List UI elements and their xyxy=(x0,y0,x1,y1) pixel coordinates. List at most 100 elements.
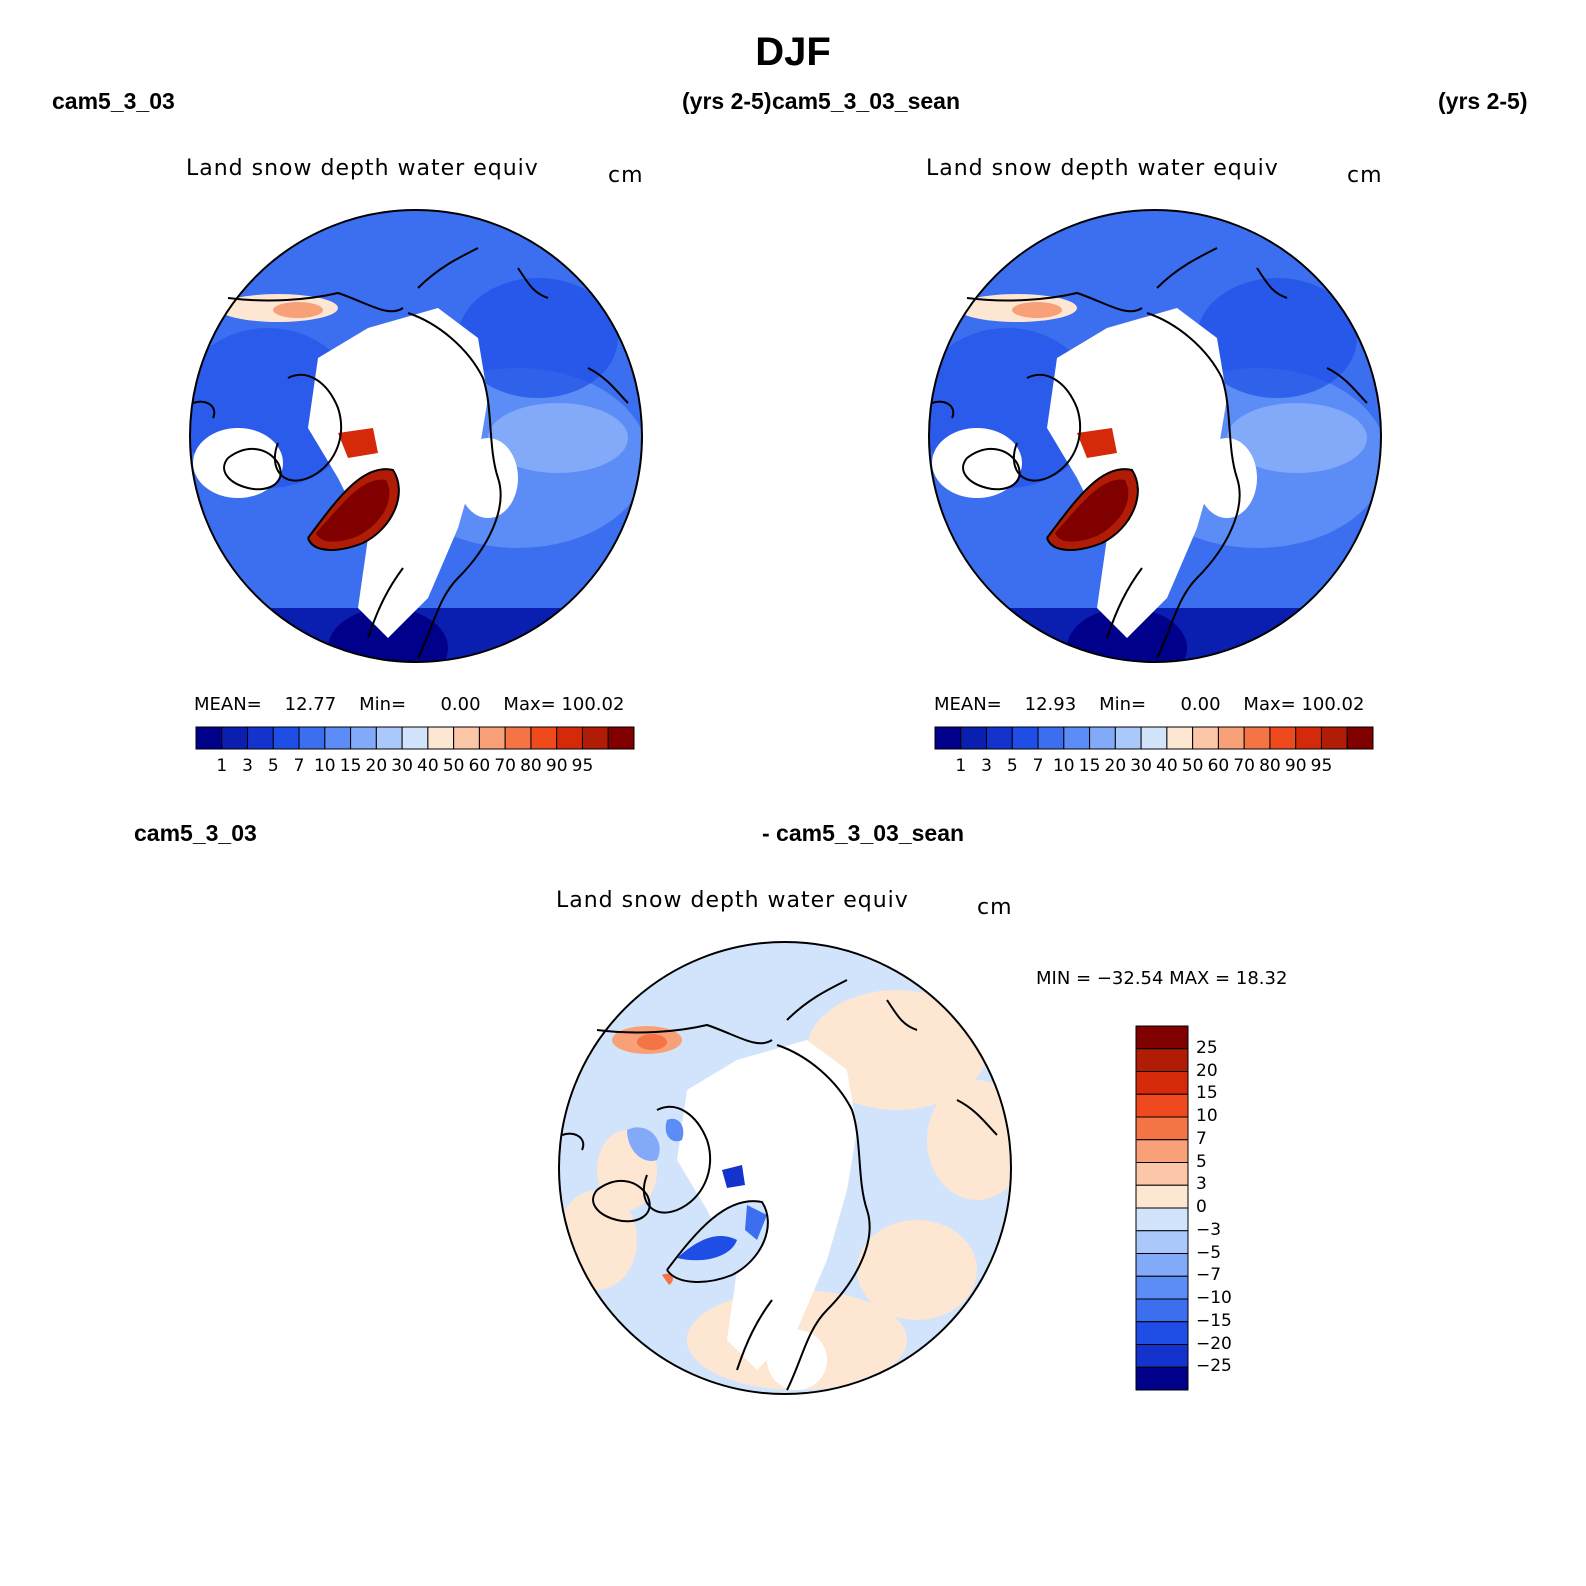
panel2-min-label: Min= xyxy=(1099,694,1147,715)
panel2-colorbar-tick-label: 3 xyxy=(981,756,992,776)
panel1-colorbar-tick-label: 60 xyxy=(468,756,491,776)
panel2-colorbar-swatch xyxy=(1243,726,1271,750)
panel3-colorbar-swatch xyxy=(1135,1162,1189,1186)
panel3-colorbar-swatch xyxy=(1135,1184,1189,1209)
panel1-colorbar-swatch xyxy=(247,726,274,750)
panel3-colorbar-swatch xyxy=(1135,1093,1189,1118)
panel3-colorbar-swatch xyxy=(1135,1048,1189,1072)
panel2-colorbar-swatch xyxy=(1217,726,1245,750)
panel3-colorbar-swatch xyxy=(1135,1071,1189,1095)
panel2-years: (yrs 2-5) xyxy=(1438,88,1528,114)
panel3-colorbar-tick-label: 10 xyxy=(1196,1106,1218,1126)
panel3-colorbar-tick-label: 15 xyxy=(1196,1083,1218,1104)
panel1-min-value: 0.00 xyxy=(440,694,481,715)
panel1-colorbar-swatch xyxy=(504,726,532,750)
figure-title: DJF xyxy=(755,30,831,74)
panel1-colorbar-tick-label: 95 xyxy=(571,756,594,776)
panel1-colorbar-swatch xyxy=(298,726,326,750)
panel2-colorbar-swatch xyxy=(1140,726,1168,750)
panel1-mean-label: MEAN= xyxy=(194,694,262,715)
panel1-colorbar-swatch xyxy=(556,726,583,750)
panel3-colorbar-swatch xyxy=(1135,1207,1189,1232)
panel2-colorbar-tick-label: 20 xyxy=(1104,756,1127,776)
panel2-max-value: 100.02 xyxy=(1301,694,1365,715)
panel1-stats: MEAN= 12.77 Min= 0.00 Max= 100.02 xyxy=(194,694,624,715)
panel2-colorbar-tick-label: 90 xyxy=(1284,756,1307,776)
panel1-colorbar-swatch xyxy=(607,726,635,750)
panel2-colorbar-tick-label: 70 xyxy=(1233,756,1255,776)
panel3-polar-map xyxy=(558,941,1012,1395)
panel3-colorbar-ticks: 25 20 15 10 7 5 3 0 −3 −5 −7 −10 −15 −20 −25 xyxy=(1196,1026,1276,1390)
panel2-colorbar-swatch xyxy=(1192,726,1219,750)
panel2-colorbar-tick-label: 60 xyxy=(1207,756,1230,776)
panel1-colorbar-tick-label: 1 xyxy=(216,756,228,776)
panel2-field-title: Land snow depth water equiv xyxy=(926,156,1279,181)
panel2-colorbar-swatch xyxy=(986,726,1013,750)
panel1-colorbar-swatch xyxy=(453,726,480,750)
panel1-max-value: 100.02 xyxy=(561,694,625,715)
panel3-colorbar-tick-label: 5 xyxy=(1196,1151,1207,1172)
panel2-colorbar-swatch xyxy=(960,726,988,750)
panel2-colorbar-swatch xyxy=(1269,726,1297,750)
panel2-colorbar-ticks: 1 3 5 7 10 15 20 30 40 50 60 70 80 90 95 xyxy=(935,756,1373,778)
panel3-colorbar-tick-label: 0 xyxy=(1196,1197,1207,1217)
panel2-stats: MEAN= 12.93 Min= 0.00 Max= 100.02 xyxy=(934,694,1364,715)
panel1-mean-value: 12.77 xyxy=(284,694,337,715)
panel3-minmax: MIN = −32.54 MAX = 18.32 xyxy=(1036,968,1288,989)
panel1-colorbar-swatch xyxy=(375,726,403,750)
panel2-colorbar-swatch xyxy=(1320,726,1348,750)
panel2-colorbar-swatch xyxy=(1114,726,1142,750)
panel2-colorbar-tick-label: 50 xyxy=(1181,756,1204,776)
panel1-colorbar-swatch xyxy=(530,726,558,750)
panel1-min-label: Min= xyxy=(359,694,407,715)
panel1-colorbar-swatch xyxy=(427,726,455,750)
panel2-colorbar-swatch xyxy=(1346,726,1374,750)
panel1-colorbar-tick-label: 70 xyxy=(494,756,516,776)
panel1-case-name: cam5_3_03 xyxy=(52,88,175,114)
panel3-colorbar-tick-label: 3 xyxy=(1196,1174,1207,1195)
panel2-colorbar-swatch xyxy=(1295,726,1322,750)
panel1-colorbar-tick-label: 40 xyxy=(417,756,439,776)
panel2-polar-map xyxy=(928,209,1382,663)
panel1-colorbar-swatch xyxy=(324,726,352,750)
panel1-colorbar-swatch xyxy=(581,726,609,750)
panel1-colorbar-ticks: 1 3 5 7 10 15 20 30 40 50 60 70 80 90 95 xyxy=(196,756,634,778)
panel2-colorbar-tick-label: 1 xyxy=(955,756,967,776)
panel2-colorbar xyxy=(934,726,1374,750)
panel1-max-label: Max= xyxy=(503,694,556,715)
panel3-field-title: Land snow depth water equiv xyxy=(556,888,909,913)
panel1-colorbar-tick-label: 50 xyxy=(442,756,465,776)
panel1-colorbar-tick-label: 90 xyxy=(545,756,568,776)
panel3-colorbar-tick-label: −10 xyxy=(1196,1288,1232,1308)
panel3-colorbar-swatch xyxy=(1135,1298,1189,1323)
panel1-units: cm xyxy=(608,163,644,188)
panel1-colorbar-tick-label: 80 xyxy=(520,756,542,776)
panel3-colorbar-swatch xyxy=(1135,1116,1189,1141)
panel1-colorbar-tick-label: 7 xyxy=(293,756,305,776)
panel1-colorbar-swatch xyxy=(350,726,377,750)
panel2-colorbar-tick-label: 10 xyxy=(1052,756,1075,776)
panel3-colorbar-tick-label: 7 xyxy=(1196,1128,1207,1149)
panel3-colorbar-swatch xyxy=(1135,1275,1189,1300)
panel1-colorbar-tick-label: 5 xyxy=(267,756,279,776)
panel2-colorbar-tick-label: 7 xyxy=(1032,756,1044,776)
panel3-colorbar-tick-label: 25 xyxy=(1196,1037,1218,1058)
panel2-colorbar-tick-label: 30 xyxy=(1130,756,1152,776)
panel3-colorbar-swatch xyxy=(1135,1230,1189,1254)
panel3-colorbar-tick-label: −20 xyxy=(1196,1333,1232,1354)
panel3-colorbar-tick-label: −7 xyxy=(1196,1265,1222,1286)
panel2-mean-label: MEAN= xyxy=(934,694,1002,715)
panel2-colorbar-swatch xyxy=(1011,726,1039,750)
panel3-minus-case: - cam5_3_03_sean xyxy=(762,820,965,846)
panel2-max-label: Max= xyxy=(1243,694,1296,715)
panel1-colorbar-tick-label: 10 xyxy=(313,756,336,776)
panel2-colorbar-swatch xyxy=(1089,726,1116,750)
panel1-colorbar-swatch xyxy=(401,726,429,750)
panel1-colorbar-swatch xyxy=(221,726,249,750)
panel2-colorbar-swatch xyxy=(934,726,962,750)
panel2-case-name: cam5_3_03_sean xyxy=(772,88,960,114)
panel2-colorbar-tick-label: 80 xyxy=(1259,756,1281,776)
panel1-field-title: Land snow depth water equiv xyxy=(186,156,539,181)
panel1-colorbar xyxy=(195,726,635,750)
panel3-colorbar-tick-label: −5 xyxy=(1196,1242,1222,1263)
